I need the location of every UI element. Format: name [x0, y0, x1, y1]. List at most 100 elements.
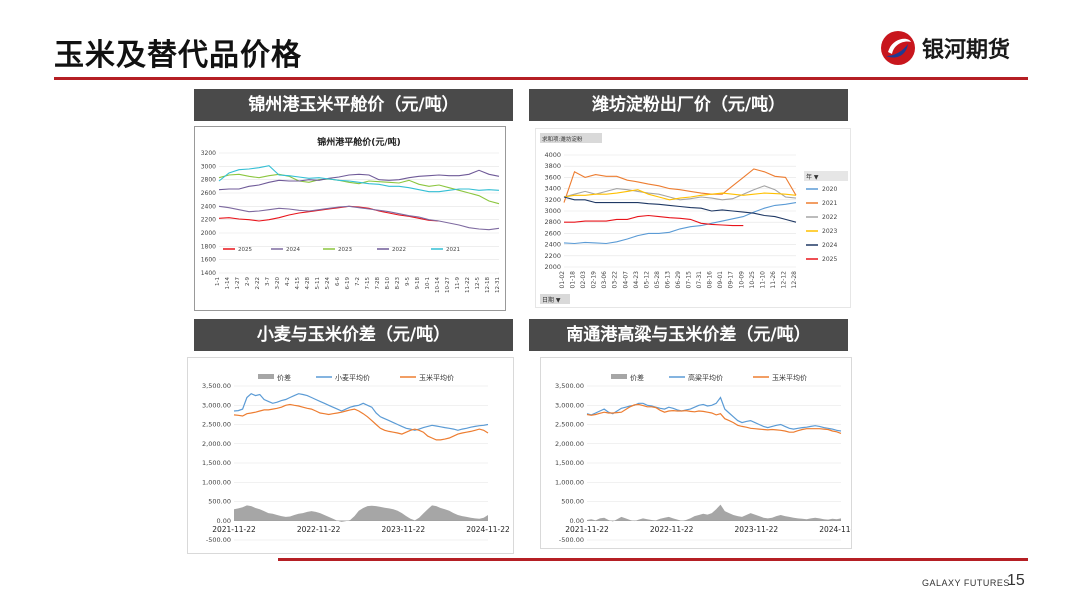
chart-wheat-corn-svg: -500.00 0.00 500.00 1,000.00 1,500.00 2,000.0…: [202, 373, 510, 544]
y-tick-label: 3,500.00: [555, 382, 584, 390]
y-tick-label: 3800: [544, 162, 561, 170]
legend-title: 年 ▼: [806, 173, 819, 181]
chart-jinzhou-svg: 锦州港平舱价(元/吨) 1400 1600 1800 2000 2200 2400 2600 2…: [201, 136, 501, 293]
footer-brand: GALAXY FUTURES: [922, 578, 1010, 588]
y-tick-label: 2800: [201, 177, 216, 184]
x-tick-label: 4-28: [305, 277, 311, 290]
legend-label-2020: 2020: [822, 186, 837, 193]
y-tick-label: 2200: [544, 252, 561, 260]
x-tick-label: 3-7: [265, 277, 271, 286]
axis-field-label: 日期 ▼: [542, 296, 561, 304]
series-line-2025: [218, 205, 440, 222]
x-tick-label: 12-18: [485, 277, 491, 293]
x-tick-label: 1-1: [215, 277, 221, 286]
x-tick-label: 2-22: [255, 277, 261, 289]
x-tick-label: 10-25: [749, 271, 756, 289]
x-tick-label: 10-09: [738, 271, 745, 289]
x-tick-label: 05-28: [654, 271, 661, 289]
legend-label-玉米平均价: 玉米平均价: [419, 373, 454, 382]
y-tick-label: 2,000.00: [555, 440, 584, 448]
chart-jinzhou: 锦州港平舱价(元/吨) 1400 1600 1800 2000 2200 2400 2600 2…: [194, 126, 506, 311]
y-tick-label: 3200: [201, 150, 216, 157]
x-tick-label: 09-01: [717, 271, 724, 289]
x-tick-label: 11-22: [465, 277, 471, 293]
x-tick-label: 2024-11-22: [466, 525, 510, 534]
series-line-2022: [218, 169, 500, 191]
series-line-2020: [563, 202, 797, 245]
y-tick-label: 1,500.00: [555, 459, 584, 467]
x-tick-label: 11-10: [759, 271, 766, 289]
series-line-玉米平均价: [233, 403, 489, 441]
pivot-filter-label: 求和项:潍坊淀粉: [542, 135, 583, 143]
legend-label-玉米平均价: 玉米平均价: [772, 373, 807, 382]
y-tick-label: 2000: [544, 263, 561, 271]
series-line-2025: [564, 214, 744, 227]
x-tick-label: 4-2: [285, 277, 291, 286]
legend-label-2022: 2022: [392, 247, 406, 253]
y-tick-label: 500.00: [208, 498, 231, 506]
x-tick-label: 03-06: [601, 271, 608, 289]
panel-title-sorghum-corn: 南通港高粱与玉米价差（元/吨）: [529, 319, 848, 351]
series-line-2021: [218, 165, 500, 193]
axis-field-box: [540, 294, 570, 304]
series-line-2024: [218, 205, 500, 231]
x-tick-label: 6-6: [335, 277, 341, 286]
x-tick-label: 2021-11-22: [565, 525, 609, 534]
legend-label-高粱平均价: 高粱平均价: [688, 373, 723, 382]
series-line-2023: [563, 189, 797, 201]
series-line-2023: [218, 173, 500, 205]
y-tick-label: 4000: [544, 151, 561, 159]
y-tick-label: 1800: [201, 243, 216, 250]
x-tick-label: 07-15: [686, 271, 693, 289]
chart-sorghum-corn-svg: -500.00 0.00 500.00 1,000.00 1,500.00 2,000.0…: [555, 373, 851, 544]
y-tick-label: 500.00: [561, 498, 584, 506]
x-tick-label: 04-07: [622, 271, 629, 289]
x-tick-label: 2024-11-22: [819, 525, 851, 534]
x-tick-label: 01-18: [570, 271, 577, 289]
chart-wheat-corn: -500.00 0.00 500.00 1,000.00 1,500.00 2,000.0…: [187, 357, 514, 554]
y-tick-label: 3,500.00: [202, 382, 231, 390]
legend-label-价差: 价差: [277, 373, 291, 382]
y-tick-label: 3000: [544, 207, 561, 215]
x-tick-label: 1-14: [225, 277, 231, 290]
y-tick-label: 3,000.00: [202, 401, 231, 409]
y-tick-label: 1,000.00: [202, 478, 231, 486]
y-tick-label: 2,000.00: [202, 440, 231, 448]
x-tick-label: 1-27: [235, 277, 241, 290]
galaxy-logo-icon: [881, 31, 915, 65]
y-tick-label: 1,000.00: [555, 478, 584, 486]
x-tick-label: 02-03: [580, 271, 587, 289]
footer-divider: [278, 558, 1028, 561]
legend-label-2021: 2021: [822, 200, 837, 207]
x-tick-label: 9-5: [405, 277, 411, 286]
legend-title-box: [804, 171, 848, 181]
y-tick-label: -500.00: [206, 536, 231, 544]
x-tick-label: 06-13: [664, 271, 671, 289]
y-tick-label: 2400: [201, 203, 216, 210]
legend-label-2021: 2021: [446, 247, 460, 253]
legend-label-2023: 2023: [822, 228, 837, 235]
y-tick-label: 2600: [201, 190, 216, 197]
y-tick-label: 2000: [201, 230, 216, 237]
x-tick-label: 12-5: [475, 277, 481, 290]
series-line-玉米平均价: [586, 403, 842, 434]
chart-weifang-svg: 求和项:潍坊淀粉 2000 2200 2400 2600 2800 3000 3200 3400…: [540, 133, 848, 304]
x-tick-label: 12-12: [780, 271, 787, 289]
x-tick-label: 7-28: [375, 277, 381, 290]
y-tick-label: 3000: [201, 163, 216, 170]
page-number: 15: [1007, 572, 1025, 589]
legend-swatch-价差: [258, 374, 274, 379]
x-tick-label: 6-19: [345, 277, 351, 290]
x-tick-label: 4-15: [295, 277, 301, 290]
x-tick-label: 10-14: [435, 277, 441, 293]
y-tick-label: 3400: [544, 185, 561, 193]
x-tick-label: 09-17: [728, 271, 735, 289]
chart-sorghum-corn: -500.00 0.00 500.00 1,000.00 1,500.00 2,000.0…: [540, 357, 852, 549]
x-tick-label: 2-9: [245, 277, 251, 286]
series-area-价差: [587, 504, 841, 522]
x-tick-label: 12-31: [495, 277, 501, 293]
x-tick-label: 2022-11-22: [650, 525, 694, 534]
x-tick-label: 2021-11-22: [212, 525, 256, 534]
y-tick-label: 2400: [544, 241, 561, 249]
x-tick-label: 7-2: [355, 277, 361, 286]
